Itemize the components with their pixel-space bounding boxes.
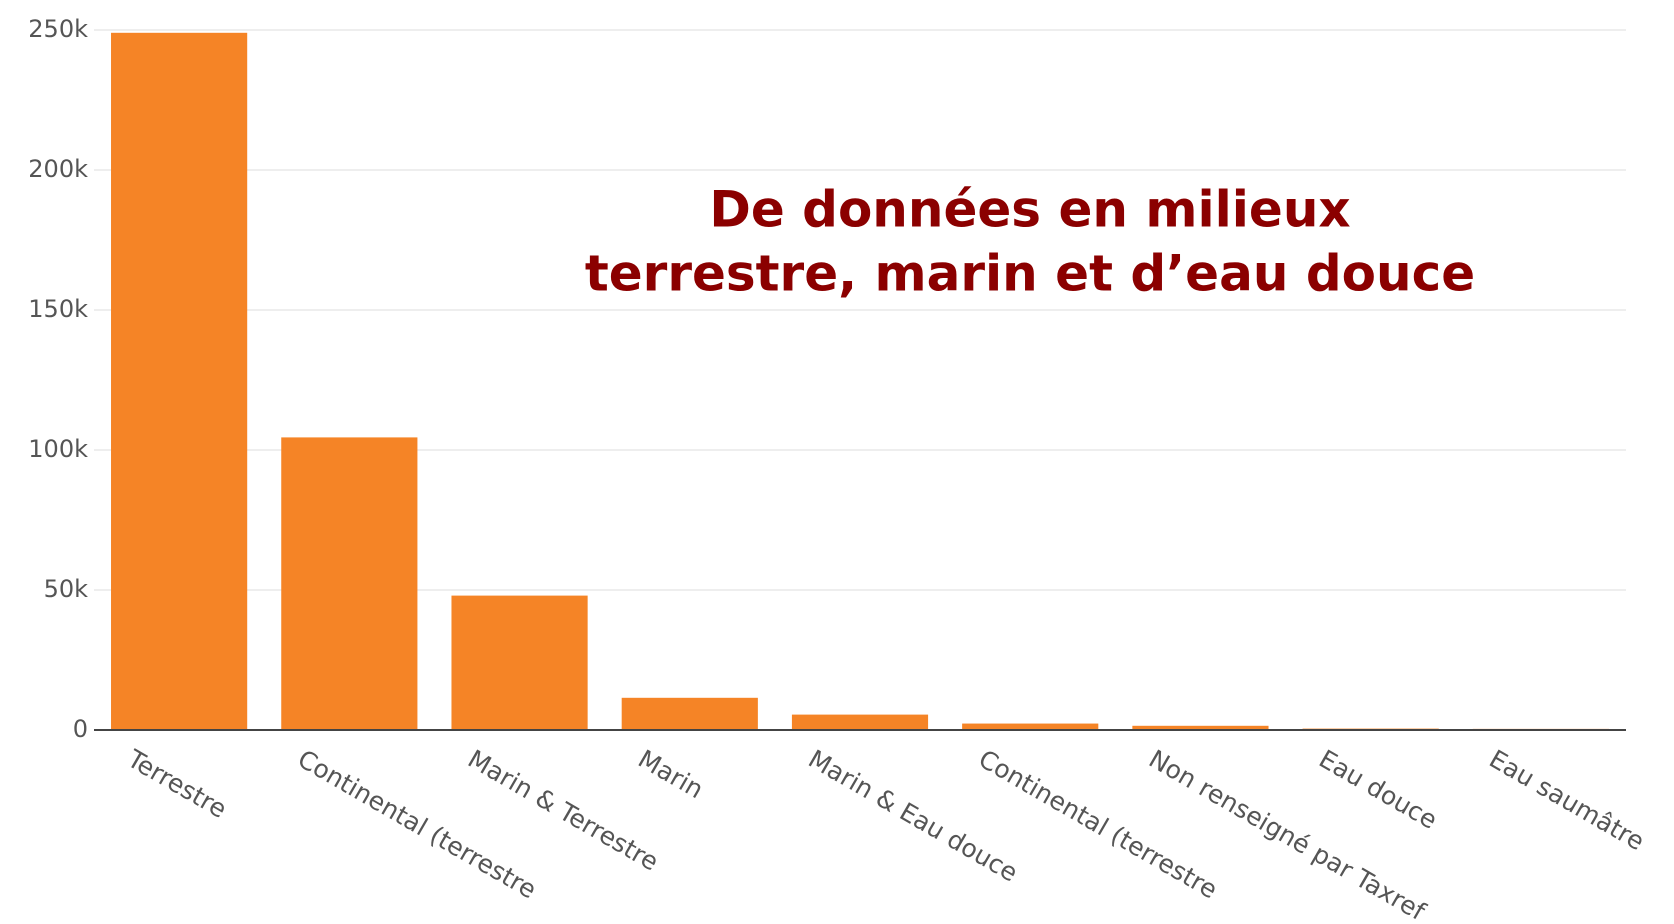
annotation: terrestre, marin et d’eau douce bbox=[585, 245, 1475, 303]
bar bbox=[451, 595, 588, 730]
bar bbox=[791, 714, 929, 730]
bar bbox=[281, 437, 418, 730]
bar bbox=[111, 32, 248, 731]
x-tick-label: Eau douce bbox=[1314, 744, 1442, 835]
bar bbox=[1132, 725, 1269, 730]
x-tick-label: Non renseigné par Taxref bbox=[1144, 744, 1431, 924]
annotation: De données en milieux bbox=[709, 181, 1350, 239]
x-tick-label: Eau saumâtre bbox=[1484, 744, 1649, 856]
bar bbox=[621, 697, 758, 730]
y-tick-label: 150k bbox=[28, 295, 88, 323]
y-tick-label: 250k bbox=[28, 15, 88, 43]
bar bbox=[962, 723, 1099, 730]
y-tick-label: 200k bbox=[28, 155, 88, 183]
x-tick-label: Marin bbox=[633, 744, 708, 804]
y-tick-label: 100k bbox=[28, 435, 88, 463]
x-tick-label: Terrestre bbox=[122, 744, 232, 824]
y-tick-label: 50k bbox=[44, 575, 89, 603]
y-tick-label: 0 bbox=[73, 715, 88, 743]
